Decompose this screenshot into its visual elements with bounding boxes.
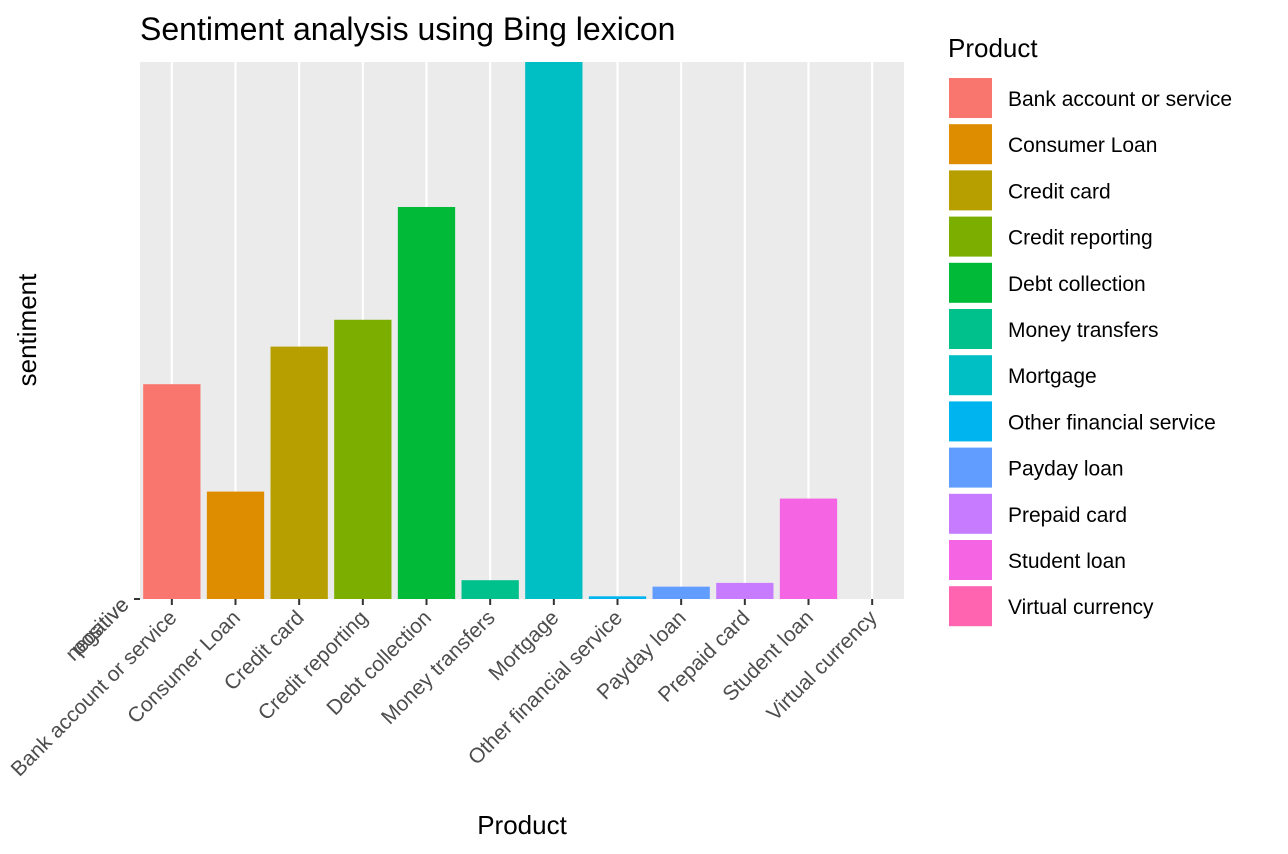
legend-key-debt-collection	[949, 262, 992, 303]
legend-label-bank-account-or-service: Bank account or service	[1008, 88, 1232, 111]
bar-prepaid-card	[716, 582, 774, 599]
chart-title: Sentiment analysis using Bing lexicon	[140, 11, 675, 47]
bar-other-financial-service	[588, 596, 647, 599]
legend-key-credit-card	[949, 170, 992, 211]
plot-panel	[140, 62, 904, 599]
legend-label-other-financial-service: Other financial service	[1008, 411, 1216, 434]
legend-title: Product	[948, 33, 1038, 63]
bar-debt-collection	[397, 206, 456, 600]
bars	[143, 62, 838, 600]
legend-label-credit-reporting: Credit reporting	[1008, 227, 1153, 250]
x-axis-title: Product	[477, 810, 567, 840]
legend-key-other-financial-service	[949, 401, 992, 442]
x-tick-label-virtual-currency: Virtual currency	[763, 606, 883, 726]
legend-label-consumer-loan: Consumer Loan	[1008, 134, 1157, 157]
bar-consumer-loan	[206, 491, 265, 599]
legend-label-student-loan: Student loan	[1008, 550, 1126, 573]
legend-key-prepaid-card	[949, 493, 992, 534]
legend-key-virtual-currency	[949, 586, 992, 627]
legend-key-money-transfers	[949, 309, 992, 349]
bar-credit-card	[270, 346, 328, 599]
legend: Product Bank account or service Consumer …	[948, 33, 1232, 627]
legend-label-payday-loan: Payday loan	[1008, 458, 1124, 481]
x-tick-label-money-transfers: Money transfers	[377, 606, 500, 729]
legend-key-bank-account-or-service	[949, 78, 992, 118]
legend-label-prepaid-card: Prepaid card	[1008, 504, 1127, 527]
legend-label-mortgage: Mortgage	[1008, 365, 1097, 388]
legend-key-credit-reporting	[949, 216, 992, 257]
x-tick-label-credit-reporting: Credit reporting	[254, 606, 373, 725]
legend-label-money-transfers: Money transfers	[1008, 319, 1159, 342]
legend-key-mortgage	[949, 355, 992, 396]
legend-label-credit-card: Credit card	[1008, 180, 1111, 203]
bar-bank-account-or-service	[143, 384, 201, 599]
legend-key-consumer-loan	[949, 124, 992, 165]
y-axis-title: sentiment	[12, 273, 42, 386]
bar-credit-reporting	[334, 319, 392, 599]
legend-label-virtual-currency: Virtual currency	[1008, 596, 1154, 619]
bar-money-transfers	[461, 580, 519, 599]
bar-student-loan	[779, 498, 838, 599]
legend-key-student-loan	[949, 540, 992, 580]
bar-mortgage	[525, 62, 583, 599]
legend-label-debt-collection: Debt collection	[1008, 273, 1146, 296]
legend-key-payday-loan	[949, 447, 992, 488]
x-tick-label-consumer-loan: Consumer Loan	[123, 606, 245, 728]
bar-payday-loan	[652, 586, 710, 599]
